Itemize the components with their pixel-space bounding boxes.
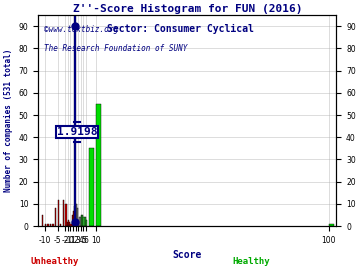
Bar bbox=[68, 220, 69, 226]
Bar bbox=[82, 215, 84, 226]
Y-axis label: Number of companies (531 total): Number of companies (531 total) bbox=[4, 49, 13, 192]
Bar bbox=[67, 222, 68, 226]
Bar bbox=[84, 217, 85, 226]
Bar bbox=[63, 200, 64, 226]
Bar bbox=[47, 224, 49, 226]
Bar bbox=[50, 224, 51, 226]
Bar bbox=[78, 220, 80, 226]
Bar bbox=[45, 224, 46, 226]
Text: Unhealthy: Unhealthy bbox=[31, 257, 79, 266]
Bar bbox=[72, 215, 73, 226]
Bar bbox=[42, 215, 43, 226]
Bar bbox=[69, 222, 71, 226]
Text: 1.9198: 1.9198 bbox=[57, 127, 97, 137]
Text: ©www.textbiz.org: ©www.textbiz.org bbox=[44, 25, 118, 34]
Bar bbox=[80, 217, 81, 226]
Bar bbox=[58, 200, 59, 226]
Bar bbox=[60, 224, 62, 226]
Title: Z''-Score Histogram for FUN (2016): Z''-Score Histogram for FUN (2016) bbox=[72, 4, 302, 14]
Bar bbox=[329, 224, 334, 226]
Bar bbox=[77, 208, 78, 226]
Bar bbox=[65, 204, 67, 226]
Bar bbox=[81, 215, 82, 226]
Bar bbox=[74, 206, 76, 226]
Bar bbox=[76, 204, 77, 226]
Bar bbox=[73, 211, 74, 226]
X-axis label: Score: Score bbox=[172, 251, 202, 261]
Bar bbox=[85, 217, 86, 226]
Bar bbox=[96, 104, 102, 226]
Bar bbox=[53, 224, 54, 226]
Bar bbox=[55, 208, 56, 226]
Text: Healthy: Healthy bbox=[232, 257, 270, 266]
Bar bbox=[71, 224, 72, 226]
Bar bbox=[86, 220, 87, 226]
Text: The Research Foundation of SUNY: The Research Foundation of SUNY bbox=[44, 44, 188, 53]
Bar bbox=[89, 148, 94, 226]
Text: Sector: Consumer Cyclical: Sector: Consumer Cyclical bbox=[107, 24, 253, 34]
